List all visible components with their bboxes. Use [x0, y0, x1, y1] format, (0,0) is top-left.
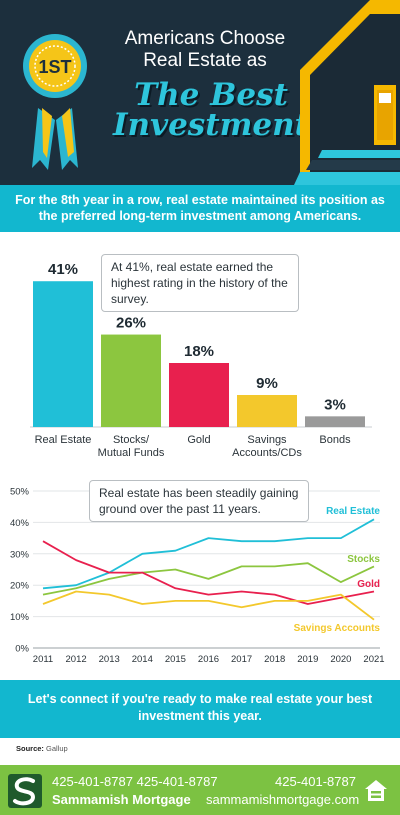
series-line-0 [42, 518, 375, 590]
line-callout: Real estate has been steadily gaining gr… [89, 480, 309, 522]
bar-value-label: 41% [48, 261, 78, 278]
y-tick-label: 40% [10, 518, 30, 529]
series-label: Stocks [347, 554, 380, 565]
bar-category-label: Bonds [319, 434, 351, 446]
bar-1 [101, 334, 161, 427]
bar-chart: 41% Real Estate 26% Stocks/Mutual Funds 18% G… [30, 261, 372, 459]
bar-category-label: Accounts/CDs [232, 447, 302, 459]
y-tick-label: 30% [10, 549, 30, 560]
x-tick-label: 2013 [99, 654, 120, 665]
series-line-2 [42, 540, 375, 605]
s-logo-icon [8, 774, 42, 808]
x-tick-label: 2020 [330, 654, 351, 665]
bar-callout: At 41%, real estate earned the highest r… [101, 254, 299, 312]
bar-value-label: 18% [184, 343, 214, 360]
series-label: Real Estate [326, 506, 380, 517]
footer-phone-1[interactable]: 425-401-8787 [52, 774, 133, 789]
x-tick-label: 2011 [33, 654, 53, 665]
subhead-banner: For the 8th year in a row, real estate m… [0, 185, 400, 232]
source-note: Source: Gallup [16, 744, 68, 753]
bar-0 [33, 281, 93, 427]
footer-phone-3[interactable]: 425-401-8787 [275, 774, 356, 789]
x-tick-label: 2014 [132, 654, 153, 665]
bar-2 [169, 363, 229, 427]
bar-category-label: Gold [187, 434, 210, 446]
footer: 425-401-8787 425-401-8787 Sammamish Mort… [0, 765, 400, 815]
house-icon [294, 0, 400, 185]
hero-highlight-line1: The Best [134, 77, 288, 113]
y-tick-label: 10% [10, 612, 30, 623]
bar-category-label: Mutual Funds [98, 447, 165, 459]
source-value: Gallup [46, 744, 68, 753]
bar-category-label: Real Estate [35, 434, 92, 446]
x-tick-label: 2017 [231, 654, 252, 665]
footer-phone-2[interactable]: 425-401-8787 [136, 774, 218, 789]
hero-title: Americans Choose Real Estate as [110, 28, 300, 72]
bar-value-label: 3% [324, 396, 346, 413]
bar-value-label: 26% [116, 315, 146, 332]
x-tick-label: 2012 [66, 654, 87, 665]
x-tick-label: 2016 [198, 654, 219, 665]
x-tick-label: 2015 [165, 654, 186, 665]
hero-highlight: The Best Investment [96, 77, 326, 143]
hero-highlight-line2: Investment [113, 107, 309, 143]
y-tick-label: 0% [15, 644, 29, 655]
hero-banner: 1ST Americans Choose Real Estate as The … [0, 0, 400, 185]
footer-company: Sammamish Mortgage [52, 792, 191, 807]
award-ribbon-icon: 1ST [23, 34, 87, 170]
footer-website-link[interactable]: sammamishmortgage.com [206, 792, 360, 807]
y-tick-label: 50% [10, 487, 30, 498]
rank-label: 1ST [38, 57, 71, 77]
x-tick-label: 2021 [363, 654, 384, 665]
series-line-1 [42, 562, 375, 596]
cta-banner: Let's connect if you're ready to make re… [0, 680, 400, 738]
bar-chart-section: 41% Real Estate 26% Stocks/Mutual Funds 18% G… [0, 232, 400, 470]
x-tick-label: 2018 [264, 654, 285, 665]
series-line-3 [42, 590, 375, 621]
source-label: Source: [16, 744, 44, 753]
hero-title-line2: Real Estate as [143, 50, 267, 71]
y-tick-label: 20% [10, 581, 30, 592]
bar-4 [305, 416, 365, 427]
bar-3 [237, 395, 297, 427]
bar-category-label: Savings [247, 434, 287, 446]
line-chart: 0% 10% 20% 30% 40% 50% 2011 2012 2013 2014 2015 201… [10, 487, 385, 666]
equal-housing-icon [365, 780, 387, 801]
bar-value-label: 9% [256, 375, 278, 392]
series-label: Gold [357, 579, 380, 590]
hero-title-line1: Americans Choose [124, 28, 286, 49]
line-chart-section: 0% 10% 20% 30% 40% 50% 2011 2012 2013 2014 2015 201… [0, 470, 400, 680]
series-label: Savings Accounts [294, 623, 381, 634]
x-tick-label: 2019 [297, 654, 318, 665]
bar-category-label: Stocks/ [113, 434, 150, 446]
